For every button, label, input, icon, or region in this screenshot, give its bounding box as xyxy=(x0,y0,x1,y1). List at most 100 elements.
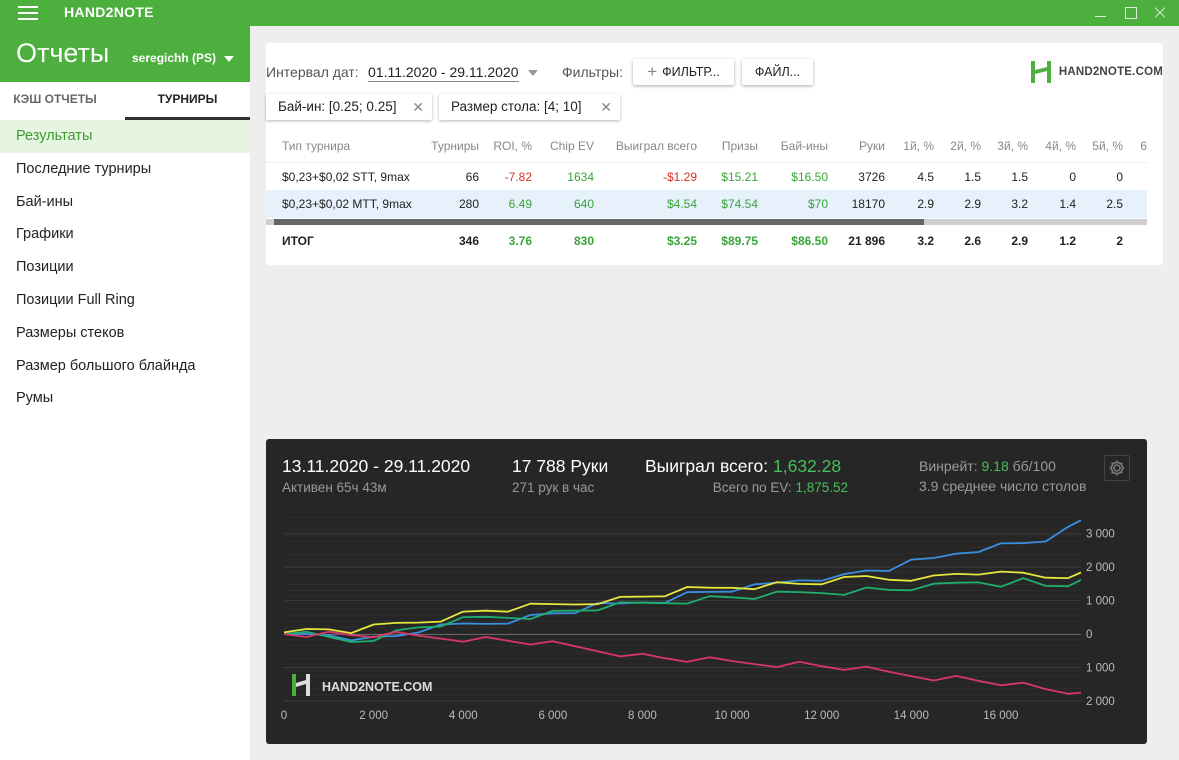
file-button[interactable]: ФАЙЛ... xyxy=(742,59,813,85)
total-cell: 346 xyxy=(458,234,479,248)
table-cell: 6.49 xyxy=(508,197,532,211)
interval-label: Интервал дат: xyxy=(266,64,359,80)
y-tick-label: 0 xyxy=(1086,629,1092,641)
logo-text: HAND2NOTE.COM xyxy=(1058,66,1163,78)
table-row[interactable]: $0,23+$0,02 MTT, 9max 280 6.49 640 $4.54 $74.… xyxy=(266,190,1147,218)
column-header: 4й, % xyxy=(1045,139,1076,153)
series-line xyxy=(283,570,1082,634)
horizontal-scrollbar[interactable] xyxy=(266,219,1147,225)
y-tick-label: 2 000 xyxy=(1086,696,1115,708)
filters-button[interactable]: + ФИЛЬТР... xyxy=(633,59,734,85)
sidebar-item-positions[interactable]: Позиции xyxy=(16,259,74,276)
main-area: Интервал дат: 01.11.2020 - 29.11.2020 Фи… xyxy=(250,43,1163,760)
column-header: 6 xyxy=(1140,139,1147,153)
user-selector[interactable]: seregichh (PS) xyxy=(132,51,235,65)
hand2note-logo-icon xyxy=(292,674,310,696)
maximize-icon[interactable] xyxy=(1119,3,1141,23)
table-total-row: ИТОГ 346 3.76 830 $3.25 $89.75 $86.50 21 896 3.2… xyxy=(266,227,1147,255)
stats-won-value: 1,632.28 xyxy=(773,456,842,476)
x-tick-label: 4 000 xyxy=(449,710,478,722)
total-cell: 3.2 xyxy=(917,234,934,248)
column-header: Призы xyxy=(721,139,758,153)
stats-ev-value: 1,875.52 xyxy=(795,480,848,495)
stats-ev-label: Всего по EV: xyxy=(712,480,792,495)
column-header: 5й, % xyxy=(1092,139,1123,153)
column-header: Бай-ины xyxy=(780,139,828,153)
reports-header: Отчеты seregichh (PS) xyxy=(0,26,250,82)
sidebar-item-buyins[interactable]: Бай-ины xyxy=(16,193,74,210)
stats-won-total: Выиграл всего: 1,632.28 xyxy=(645,456,841,477)
total-cell: 3.76 xyxy=(508,234,532,248)
watermark: HAND2NOTE.COM xyxy=(292,674,432,696)
graph-settings-button[interactable] xyxy=(1104,455,1130,481)
table-cell: 0 xyxy=(1069,170,1076,184)
table-cell: $70 xyxy=(807,197,828,211)
sidebar-item-recent-tournaments[interactable]: Последние турниры xyxy=(16,160,152,177)
stats-hands: 17 788 Руки xyxy=(512,456,609,476)
total-cell: 2.9 xyxy=(1011,234,1028,248)
sidebar-item-big-blind-size[interactable]: Размер большого блайнда xyxy=(16,357,196,374)
series-line xyxy=(283,519,1082,642)
watermark-text: HAND2NOTE.COM xyxy=(322,680,432,694)
user-name: seregichh (PS) xyxy=(132,51,217,65)
chevron-down-icon xyxy=(224,55,235,62)
remove-filter-icon[interactable]: ✕ xyxy=(600,99,612,115)
table-cell: 66 xyxy=(465,170,479,184)
stats-winrate-unit: бб/100 xyxy=(1012,458,1056,474)
sidebar-item-positions-full-ring[interactable]: Позиции Full Ring xyxy=(16,291,135,308)
results-table: Тип турнира Турниры ROI, % Chip EV Выиграл в… xyxy=(266,132,1147,256)
table-cell: 1.4 xyxy=(1059,197,1076,211)
sidebar-item-graphs[interactable]: Графики xyxy=(16,226,74,243)
column-header: Выиграл всего xyxy=(615,139,697,153)
total-cell: $86.50 xyxy=(791,234,828,248)
table-cell: 0 xyxy=(1116,170,1123,184)
remove-filter-icon[interactable]: ✕ xyxy=(412,99,424,115)
report-tabs: КЭШ ОТЧЕТЫ ТУРНИРЫ xyxy=(0,82,250,120)
table-cell: 4.5 xyxy=(917,170,934,184)
stats-avg-tables: 3.9 среднее число столов xyxy=(919,478,1087,494)
scrollbar-thumb[interactable] xyxy=(274,219,924,225)
logo: HAND2NOTE.COM xyxy=(1030,61,1163,83)
column-header: Руки xyxy=(859,139,885,153)
hand2note-logo-icon xyxy=(1030,61,1051,83)
column-header: Тип турнира xyxy=(282,139,351,153)
total-cell: 1.2 xyxy=(1059,234,1076,248)
x-tick-label: 10 000 xyxy=(714,710,749,722)
column-header: Chip EV xyxy=(549,139,594,153)
table-cell: 640 xyxy=(573,197,594,211)
y-tick-label: 1 000 xyxy=(1086,663,1115,675)
tab-cash-reports[interactable]: КЭШ ОТЧЕТЫ xyxy=(13,92,97,106)
date-range-picker[interactable]: 01.11.2020 - 29.11.2020 xyxy=(368,64,519,82)
sidebar: Результаты Последние турниры Бай-ины Гра… xyxy=(0,120,250,760)
y-tick-label: 2 000 xyxy=(1086,562,1115,574)
stats-winrate-value: 9.18 xyxy=(981,458,1009,474)
column-header: ROI, % xyxy=(493,139,532,153)
filters-label: Фильтры: xyxy=(562,64,623,80)
sidebar-item-rooms[interactable]: Румы xyxy=(16,390,54,407)
table-cell: -$1.29 xyxy=(662,170,697,184)
table-cell: 2.9 xyxy=(917,197,934,211)
chevron-down-icon[interactable] xyxy=(528,70,538,76)
filter-chip-label: Бай-ин: [0.25; 0.25] xyxy=(278,99,397,114)
filter-chip: Размер стола: [4; 10] ✕ xyxy=(439,94,620,120)
tab-tournaments[interactable]: ТУРНИРЫ xyxy=(125,82,250,120)
column-header: Турниры xyxy=(431,139,479,153)
close-icon[interactable] xyxy=(1149,3,1171,23)
x-tick-label: 2 000 xyxy=(359,710,388,722)
x-tick-label: 8 000 xyxy=(628,710,657,722)
table-row[interactable]: $0,23+$0,02 STT, 9max 66 -7.82 1634 -$1.29 $1… xyxy=(266,162,1147,190)
y-tick-label: 3 000 xyxy=(1086,529,1115,541)
stats-ev-total: Всего по EV: 1,875.52 xyxy=(713,480,848,495)
minimize-icon[interactable] xyxy=(1089,3,1111,23)
table-cell: $16.50 xyxy=(791,170,828,184)
total-label: ИТОГ xyxy=(282,234,314,248)
column-header: 3й, % xyxy=(997,139,1028,153)
table-cell: 18170 xyxy=(851,197,885,211)
stats-date-range: 13.11.2020 - 29.11.2020 xyxy=(282,456,471,476)
table-cell: 3726 xyxy=(858,170,885,184)
sidebar-item-results[interactable]: Результаты xyxy=(0,120,250,153)
sidebar-item-stack-sizes[interactable]: Размеры стеков xyxy=(16,324,125,341)
total-cell: 21 896 xyxy=(848,234,885,248)
menu-icon[interactable] xyxy=(18,6,38,20)
column-header: 2й, % xyxy=(950,139,981,153)
